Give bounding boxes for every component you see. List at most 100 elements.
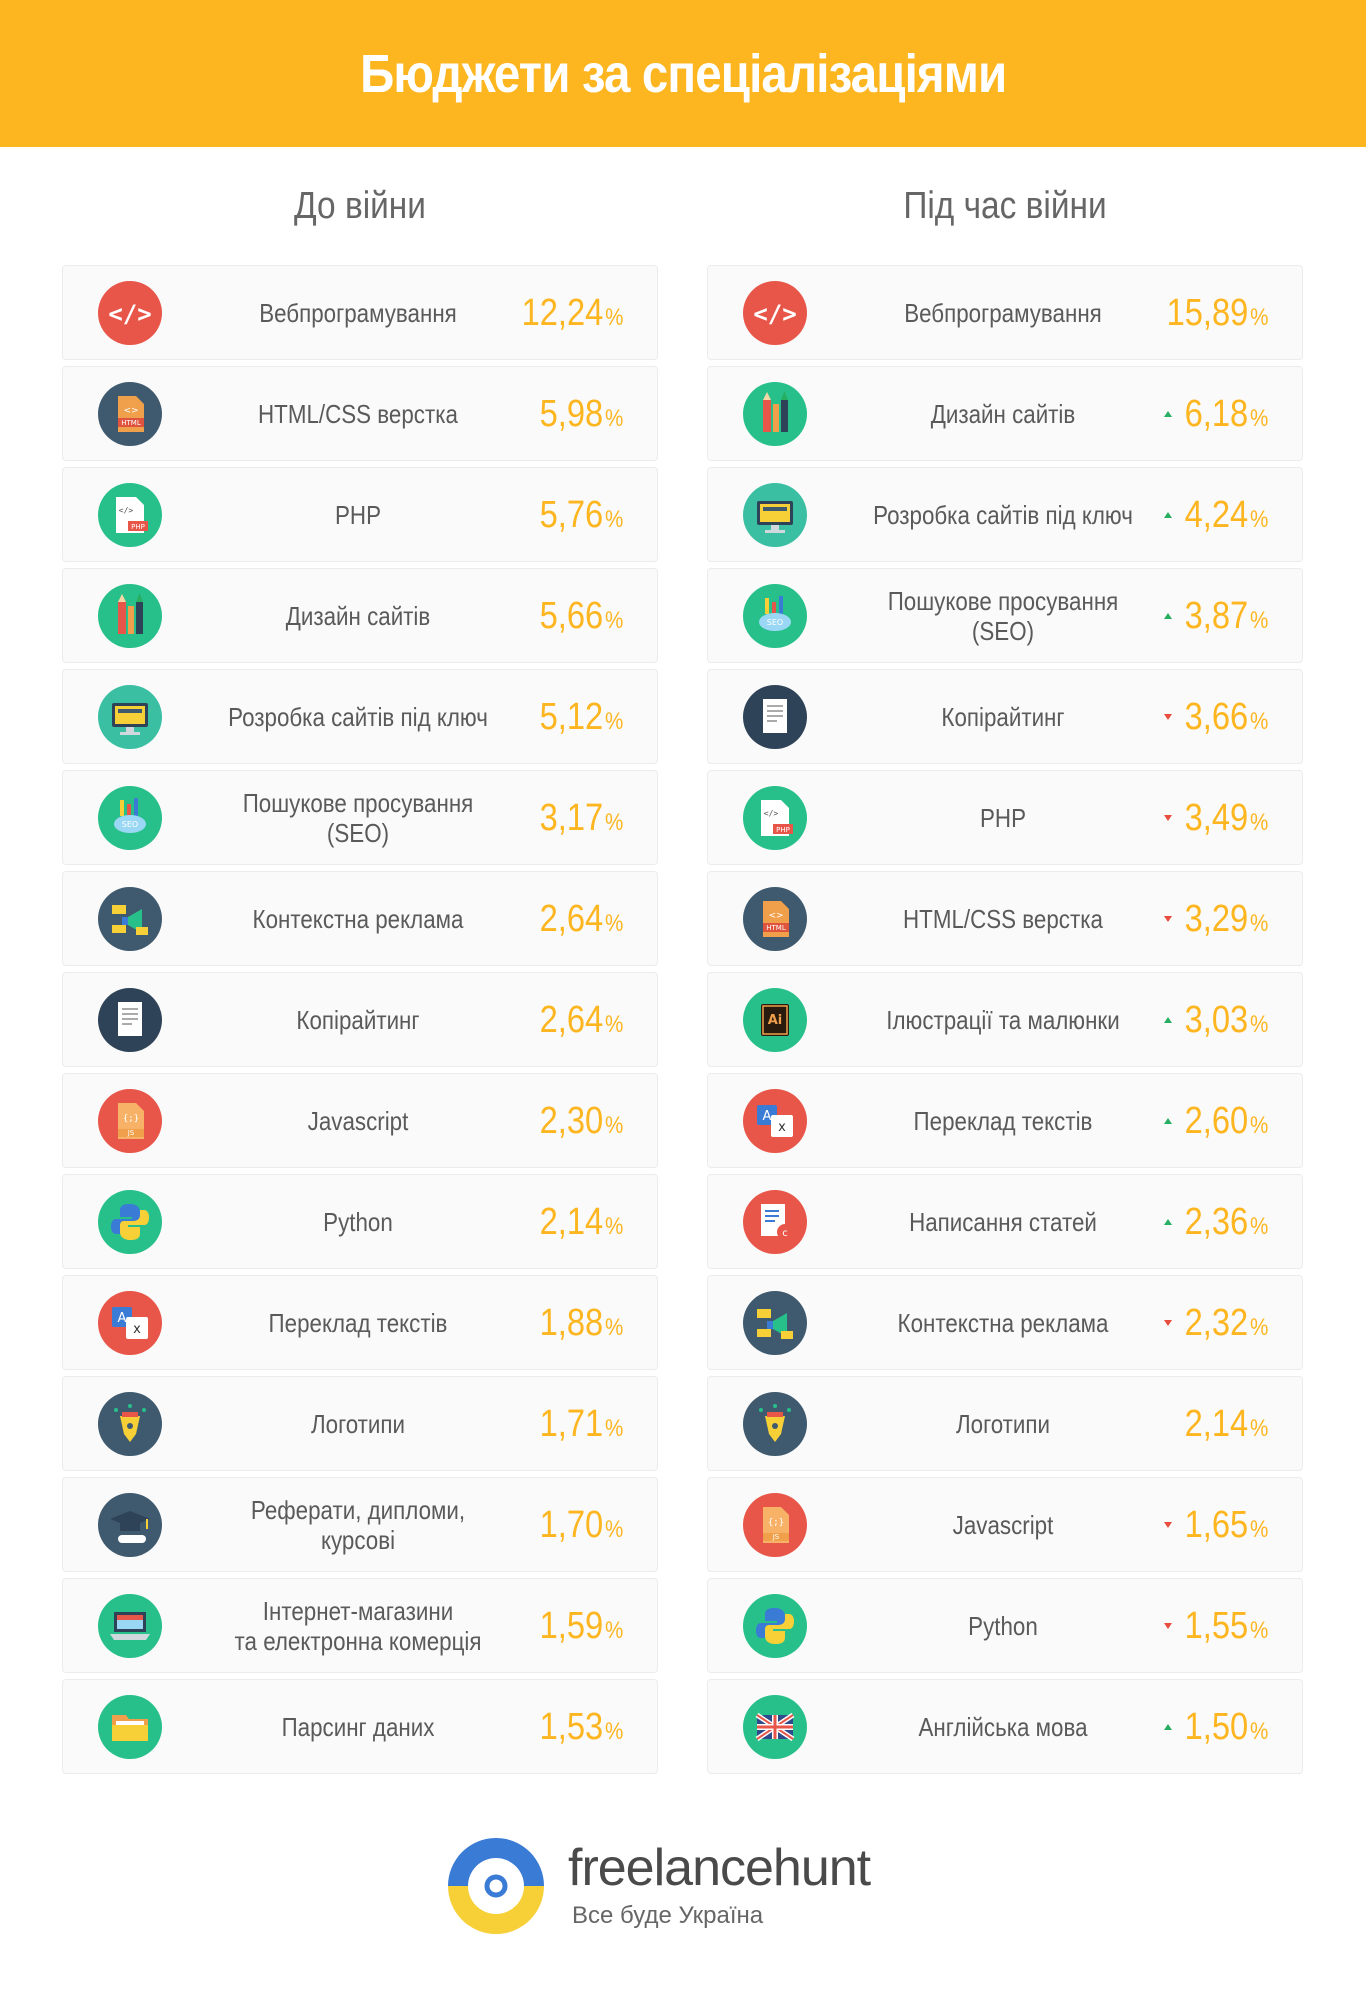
row-value: 6,18% bbox=[1184, 367, 1268, 460]
table-row: </> Вебпрограмування 15,89% bbox=[707, 265, 1303, 360]
row-value: 2,64% bbox=[539, 973, 623, 1066]
trend-down-icon bbox=[1164, 1623, 1172, 1629]
row-label-text: Логотипи bbox=[955, 1408, 1051, 1439]
row-label-text: Пошукове просування (SEO) bbox=[242, 787, 474, 848]
svg-text:PHP: PHP bbox=[776, 826, 790, 834]
code-icon: </> bbox=[98, 281, 162, 345]
row-value: 2,64% bbox=[539, 872, 623, 965]
table-row: SEO Пошукове просування (SEO) 3,87% bbox=[707, 568, 1303, 663]
svg-text:{;}: {;} bbox=[123, 1114, 139, 1124]
document-icon bbox=[98, 988, 162, 1052]
row-label: Python bbox=[861, 1579, 1145, 1672]
table-row: Контекстна реклама 2,32% bbox=[707, 1275, 1303, 1370]
row-label: Переклад текстів bbox=[861, 1074, 1145, 1167]
row-label-text: Python bbox=[968, 1610, 1038, 1641]
row-value: 12,24% bbox=[521, 266, 623, 359]
row-value-unit: % bbox=[1249, 405, 1268, 432]
row-value-number: 6,18 bbox=[1184, 393, 1248, 435]
graduation-cap-icon bbox=[98, 1493, 162, 1557]
trend-down-icon bbox=[1164, 1320, 1172, 1326]
header-banner: Бюджети за спеціалізаціями bbox=[0, 0, 1366, 147]
row-value: 2,14% bbox=[539, 1175, 623, 1268]
table-row: HTML <> HTML/CSS верстка 5,98% bbox=[62, 366, 658, 461]
row-label: Розробка сайтів під ключ bbox=[216, 670, 500, 763]
row-label-text: Контекстна реклама bbox=[252, 903, 464, 934]
row-value-unit: % bbox=[604, 809, 623, 836]
column-before-war: До війни </> Вебпрограмування 12,24% HTML <>… bbox=[62, 147, 658, 1780]
row-label-text: Вебпрограмування bbox=[904, 297, 1102, 328]
row-value-unit: % bbox=[1249, 1213, 1268, 1240]
row-value-unit: % bbox=[604, 1213, 623, 1240]
row-label-text: Інтернет-магазини та електронна комерція bbox=[234, 1595, 482, 1656]
row-value-number: 1,70 bbox=[539, 1504, 603, 1546]
svg-text:<>: <> bbox=[768, 911, 783, 921]
row-value-number: 2,32 bbox=[1184, 1302, 1248, 1344]
logo-dot bbox=[484, 1874, 508, 1898]
table-row: Реферати, дипломи, курсові 1,70% bbox=[62, 1477, 658, 1572]
row-label: Javascript bbox=[861, 1478, 1145, 1571]
row-label-text: Дизайн сайтів bbox=[930, 398, 1076, 429]
row-value-number: 2,30 bbox=[539, 1100, 603, 1142]
row-value-number: 5,66 bbox=[539, 595, 603, 637]
row-value: 3,49% bbox=[1184, 771, 1268, 864]
row-value-unit: % bbox=[1249, 809, 1268, 836]
row-value-unit: % bbox=[1249, 1617, 1268, 1644]
row-value-unit: % bbox=[604, 304, 623, 331]
pencil-brush-icon bbox=[98, 584, 162, 648]
row-value-number: 3,03 bbox=[1184, 999, 1248, 1041]
table-row: Ai Ілюстрації та малюнки 3,03% bbox=[707, 972, 1303, 1067]
pencil-brush-icon bbox=[743, 382, 807, 446]
svg-text:</>: </> bbox=[753, 300, 796, 328]
trend-up-icon bbox=[1164, 1118, 1172, 1124]
uk-flag-icon bbox=[743, 1695, 807, 1759]
python-icon bbox=[743, 1594, 807, 1658]
row-label: Ілюстрації та малюнки bbox=[861, 973, 1145, 1066]
row-label-text: Javascript bbox=[952, 1509, 1054, 1540]
illustrator-icon: Ai bbox=[743, 988, 807, 1052]
row-value-unit: % bbox=[604, 405, 623, 432]
row-label: Python bbox=[216, 1175, 500, 1268]
table-row: Розробка сайтів під ключ 5,12% bbox=[62, 669, 658, 764]
trend-up-icon bbox=[1164, 411, 1172, 417]
row-label: Дизайн сайтів bbox=[216, 569, 500, 662]
row-value: 3,87% bbox=[1184, 569, 1268, 662]
pen-nib-icon bbox=[98, 1392, 162, 1456]
table-row: Контекстна реклама 2,64% bbox=[62, 871, 658, 966]
table-row: Дизайн сайтів 5,66% bbox=[62, 568, 658, 663]
row-value: 2,32% bbox=[1184, 1276, 1268, 1369]
row-value-unit: % bbox=[604, 1415, 623, 1442]
row-label-text: Розробка сайтів під ключ bbox=[228, 701, 488, 732]
footer-logo: freelancehunt Все буде Україна bbox=[440, 1830, 940, 1945]
row-value: 2,60% bbox=[1184, 1074, 1268, 1167]
row-value: 2,30% bbox=[539, 1074, 623, 1167]
table-row: PHP </> PHP 3,49% bbox=[707, 770, 1303, 865]
row-value-number: 4,24 bbox=[1184, 494, 1248, 536]
table-row: Python 2,14% bbox=[62, 1174, 658, 1269]
laptop-shop-icon bbox=[98, 1594, 162, 1658]
row-label-text: Переклад текстів bbox=[913, 1105, 1093, 1136]
row-label: Переклад текстів bbox=[216, 1276, 500, 1369]
row-value: 15,89% bbox=[1166, 266, 1268, 359]
row-label: HTML/CSS верстка bbox=[216, 367, 500, 460]
table-row: Англійська мова 1,50% bbox=[707, 1679, 1303, 1774]
row-value-number: 2,36 bbox=[1184, 1201, 1248, 1243]
article-copyright-icon: c bbox=[743, 1190, 807, 1254]
row-label-text: Реферати, дипломи, курсові bbox=[250, 1494, 466, 1555]
row-value-number: 2,60 bbox=[1184, 1100, 1248, 1142]
trend-up-icon bbox=[1164, 1017, 1172, 1023]
row-value-number: 2,14 bbox=[1184, 1403, 1248, 1445]
row-value-unit: % bbox=[1249, 1718, 1268, 1745]
row-value-number: 3,29 bbox=[1184, 898, 1248, 940]
trend-down-icon bbox=[1164, 1522, 1172, 1528]
row-value-number: 5,98 bbox=[539, 393, 603, 435]
row-value: 1,53% bbox=[539, 1680, 623, 1773]
column-title: Під час війни bbox=[903, 184, 1107, 227]
row-value-number: 5,12 bbox=[539, 696, 603, 738]
row-value-unit: % bbox=[604, 1718, 623, 1745]
row-value-number: 2,64 bbox=[539, 999, 603, 1041]
table-row: Логотипи 1,71% bbox=[62, 1376, 658, 1471]
row-label-text: Копірайтинг bbox=[941, 701, 1065, 732]
row-value-unit: % bbox=[604, 607, 623, 634]
row-value-number: 15,89 bbox=[1166, 292, 1248, 334]
